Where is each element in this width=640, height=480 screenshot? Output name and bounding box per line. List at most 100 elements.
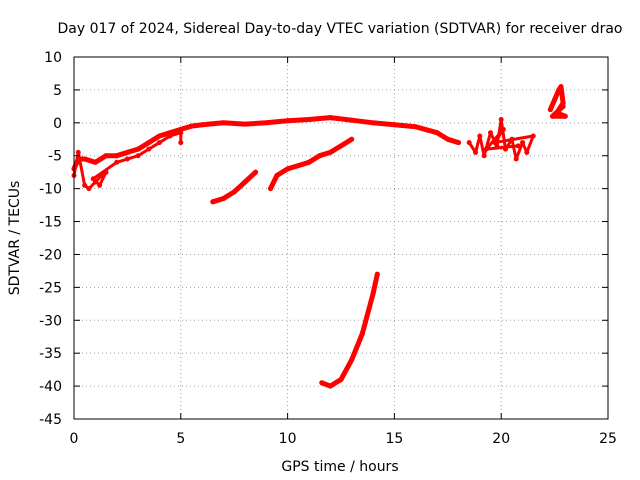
- data-point: [558, 84, 564, 90]
- data-point: [502, 146, 508, 152]
- data-point: [327, 149, 333, 155]
- data-point: [285, 118, 291, 124]
- series-segment: [478, 134, 486, 158]
- data-point: [349, 136, 355, 142]
- data-point: [146, 146, 152, 152]
- data-point: [146, 140, 152, 146]
- series-segment: [499, 118, 507, 151]
- series-segment: [510, 137, 518, 161]
- series-segment: [484, 127, 505, 151]
- data-point: [90, 176, 96, 182]
- data-point: [317, 153, 323, 159]
- data-point: [135, 146, 141, 152]
- data-point: [295, 163, 301, 169]
- data-point: [349, 357, 355, 363]
- data-point: [530, 133, 536, 139]
- series-late-arc-22-23h: [547, 84, 568, 119]
- data-point: [103, 169, 109, 175]
- data-point: [413, 124, 419, 130]
- data-point: [500, 126, 506, 132]
- data-point: [498, 117, 504, 123]
- data-point: [178, 130, 184, 136]
- y-tick-label: 10: [44, 50, 62, 66]
- data-point: [242, 121, 248, 127]
- data-point: [513, 156, 519, 162]
- series-segment: [525, 134, 535, 154]
- data-point: [488, 130, 494, 136]
- data-point: [167, 133, 173, 139]
- data-point: [97, 182, 103, 188]
- y-tick-label: -5: [48, 149, 62, 165]
- data-point: [210, 199, 216, 205]
- data-point: [75, 149, 81, 155]
- data-point: [114, 153, 120, 159]
- data-point: [466, 140, 472, 146]
- series-segment: [76, 150, 87, 187]
- data-point: [306, 117, 312, 123]
- y-tick-label: -40: [39, 379, 62, 395]
- y-tick-label: 5: [53, 83, 62, 99]
- data-point: [274, 172, 280, 178]
- x-tick-label: 20: [492, 431, 510, 447]
- data-point: [391, 122, 397, 128]
- data-point: [492, 140, 498, 146]
- data-point: [86, 186, 92, 192]
- data-point: [349, 117, 355, 123]
- y-tick-label: -15: [39, 215, 62, 231]
- x-tick-label: 10: [279, 431, 297, 447]
- data-point: [263, 120, 269, 126]
- data-point: [455, 140, 461, 146]
- x-tick-label: 15: [385, 431, 403, 447]
- data-point: [156, 133, 162, 139]
- data-point: [124, 156, 130, 162]
- data-point: [156, 140, 162, 146]
- data-point: [338, 377, 344, 383]
- data-point: [327, 383, 333, 389]
- data-point: [445, 136, 451, 142]
- data-point: [221, 120, 227, 126]
- data-point: [560, 103, 566, 109]
- data-point: [473, 149, 479, 155]
- y-tick-label: -45: [39, 412, 62, 428]
- data-point: [82, 156, 88, 162]
- data-point: [92, 159, 98, 165]
- data-point: [524, 149, 530, 155]
- series-arc-12-14h: [319, 271, 380, 389]
- data-point: [338, 143, 344, 149]
- series-segment: [514, 141, 525, 161]
- data-point: [481, 153, 487, 159]
- data-point: [178, 140, 184, 146]
- series-segment: [484, 144, 520, 151]
- series-segment: [482, 131, 493, 158]
- data-point: [562, 113, 568, 119]
- x-axis-label: GPS time / hours: [281, 459, 398, 475]
- y-tick-label: -35: [39, 346, 62, 362]
- tick-marks: [73, 56, 609, 420]
- series-arc-9-13h: [268, 136, 355, 192]
- data-point: [509, 136, 515, 142]
- y-axis-label: SDTVAR / TECUs: [7, 181, 23, 296]
- data-point: [268, 186, 274, 192]
- data-point: [253, 169, 259, 175]
- data-point: [319, 380, 325, 386]
- data-point: [359, 330, 365, 336]
- data-point: [370, 120, 376, 126]
- data-point: [188, 123, 194, 129]
- x-tick-label: 5: [176, 431, 185, 447]
- chart-title: Day 017 of 2024, Sidereal Day-to-day VTE…: [57, 21, 622, 37]
- data-point: [306, 159, 312, 165]
- data-series: [71, 84, 568, 389]
- data-point: [221, 196, 227, 202]
- series-arc-6-8h: [210, 169, 259, 205]
- y-tick-label: -20: [39, 247, 62, 263]
- tick-labels: 0 5 10 15 20 25 10 5 0 -5 -10 -15 -20 -25 -30 -35 -40 -45: [39, 50, 617, 447]
- series-scatter-18-22h: [466, 117, 536, 162]
- data-point: [483, 146, 489, 152]
- data-point: [135, 153, 141, 159]
- data-point: [103, 153, 109, 159]
- y-tick-label: 0: [53, 116, 62, 132]
- x-tick-label: 25: [599, 431, 617, 447]
